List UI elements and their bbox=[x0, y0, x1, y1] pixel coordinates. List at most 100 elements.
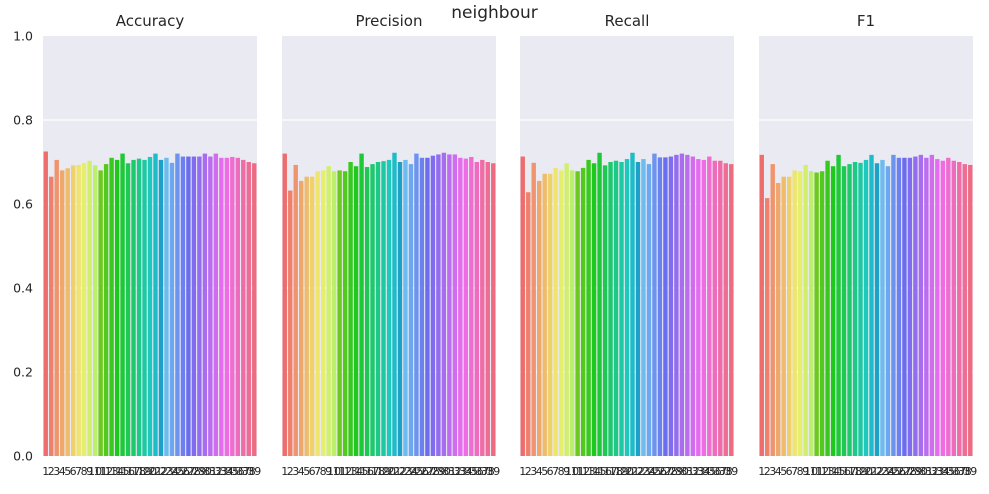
bar bbox=[575, 171, 580, 457]
x-tick-label: 26 bbox=[415, 465, 429, 478]
x-tick-label: 20 bbox=[143, 465, 157, 478]
x-tick-label: 22 bbox=[154, 465, 168, 478]
x-tick-label: 38 bbox=[719, 465, 733, 478]
x-tick-label: 3 bbox=[53, 465, 60, 478]
x-tick-label: 31 bbox=[680, 465, 694, 478]
bar bbox=[131, 159, 136, 456]
bar bbox=[765, 198, 770, 456]
x-tick-label: 4 bbox=[298, 465, 305, 478]
bar bbox=[98, 170, 103, 456]
bar bbox=[674, 154, 679, 457]
x-tick-label: 11 bbox=[94, 465, 108, 478]
bar bbox=[635, 162, 641, 456]
panel-f1: F112345678910111213141516171819202122232… bbox=[758, 12, 977, 478]
x-tick-label: 34 bbox=[220, 465, 234, 478]
bar bbox=[219, 157, 224, 457]
bar bbox=[690, 156, 696, 457]
x-tick-label: 31 bbox=[919, 465, 933, 478]
x-tick-label: 32 bbox=[686, 465, 700, 478]
bar bbox=[902, 157, 907, 457]
x-tick-label: 7 bbox=[552, 465, 559, 478]
x-tick-label: 25 bbox=[409, 465, 423, 478]
x-tick-label: 11 bbox=[810, 465, 824, 478]
x-tick-label: 12 bbox=[99, 465, 113, 478]
x-tick-label: 5 bbox=[303, 465, 310, 478]
bar bbox=[808, 171, 814, 457]
bar bbox=[891, 154, 896, 457]
x-tick-label: 14 bbox=[826, 465, 840, 478]
bar bbox=[913, 156, 918, 457]
x-tick-label: 16 bbox=[837, 465, 851, 478]
bar bbox=[208, 156, 213, 457]
x-tick-label: 35 bbox=[464, 465, 478, 478]
x-tick-label: 5 bbox=[780, 465, 787, 478]
x-tick-label: 37 bbox=[713, 465, 727, 478]
x-tick-label: 35 bbox=[225, 465, 239, 478]
bar bbox=[957, 162, 962, 456]
x-tick-label: 29 bbox=[908, 465, 922, 478]
x-tick-label: 9 bbox=[563, 465, 570, 478]
x-tick-label: 39 bbox=[724, 465, 738, 478]
bar bbox=[164, 157, 169, 457]
bar bbox=[547, 173, 553, 456]
x-tick-label: 38 bbox=[958, 465, 972, 478]
x-tick-label: 3 bbox=[769, 465, 776, 478]
y-tick-label: 1.0 bbox=[13, 29, 33, 44]
bar bbox=[940, 160, 946, 457]
bar bbox=[786, 176, 792, 456]
x-tick-label: 12 bbox=[338, 465, 352, 478]
x-tick-label: 20 bbox=[620, 465, 634, 478]
x-tick-label: 24 bbox=[404, 465, 418, 478]
x-tick-label: 16 bbox=[360, 465, 374, 478]
bar bbox=[863, 159, 869, 456]
x-tick-label: 19 bbox=[854, 465, 868, 478]
x-tick-label: 7 bbox=[314, 465, 321, 478]
x-tick-label: 3 bbox=[292, 465, 299, 478]
x-tick-label: 10 bbox=[88, 465, 102, 478]
x-tick-label: 16 bbox=[598, 465, 612, 478]
bar bbox=[180, 156, 186, 457]
x-tick-label: 13 bbox=[105, 465, 119, 478]
bar bbox=[564, 163, 569, 456]
x-tick-label: 1 bbox=[281, 465, 288, 478]
bar bbox=[874, 163, 880, 456]
x-tick-label: 8 bbox=[797, 465, 804, 478]
bar bbox=[469, 156, 474, 456]
x-tick-label: 32 bbox=[209, 465, 223, 478]
x-tick-label: 28 bbox=[903, 465, 917, 478]
bar bbox=[836, 154, 841, 457]
bar bbox=[781, 176, 786, 456]
x-tick-label: 10 bbox=[565, 465, 579, 478]
panel-title: F1 bbox=[857, 12, 875, 30]
bar bbox=[43, 151, 48, 456]
bar bbox=[630, 152, 635, 456]
x-tick-label: 30 bbox=[437, 465, 451, 478]
bar bbox=[353, 166, 359, 456]
bar bbox=[480, 159, 485, 456]
bar bbox=[776, 183, 781, 456]
bar bbox=[608, 162, 613, 456]
x-tick-label: 35 bbox=[702, 465, 716, 478]
bar bbox=[241, 159, 246, 456]
x-tick-label: 23 bbox=[398, 465, 412, 478]
x-tick-label: 22 bbox=[393, 465, 407, 478]
x-tick-label: 19 bbox=[615, 465, 629, 478]
bar bbox=[602, 165, 608, 457]
bar bbox=[718, 160, 723, 457]
bar bbox=[87, 160, 92, 457]
bar bbox=[331, 171, 337, 457]
x-tick-label: 25 bbox=[886, 465, 900, 478]
bar bbox=[252, 163, 257, 456]
bar bbox=[569, 170, 575, 456]
y-tick-label: 0.2 bbox=[13, 365, 33, 380]
x-tick-label: 17 bbox=[604, 465, 618, 478]
x-tick-label: 18 bbox=[848, 465, 862, 478]
bar bbox=[759, 154, 764, 457]
bar bbox=[224, 157, 230, 457]
bar bbox=[76, 164, 81, 456]
x-tick-label: 15 bbox=[355, 465, 369, 478]
y-tick-label: 0.4 bbox=[13, 281, 33, 296]
bar bbox=[348, 162, 353, 456]
x-tick-label: 14 bbox=[349, 465, 363, 478]
